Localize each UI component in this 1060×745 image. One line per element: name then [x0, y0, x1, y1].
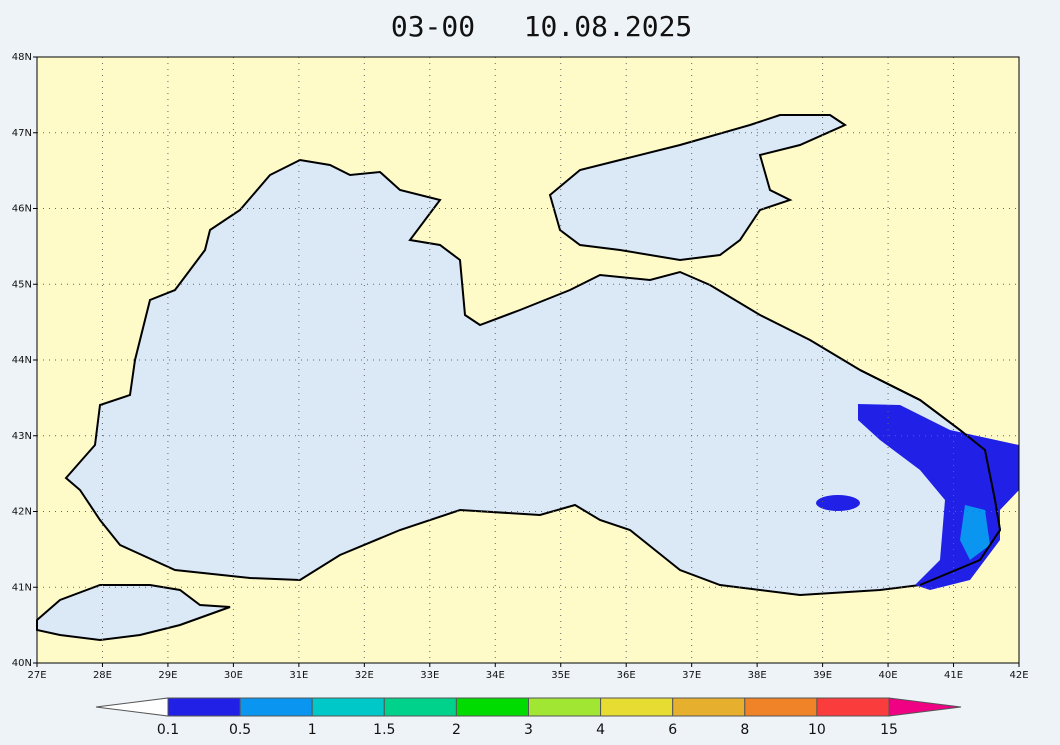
colorbar-label: 1 — [308, 722, 317, 738]
coastline — [859, 369, 1002, 586]
lat-tick-label: 40N — [12, 658, 32, 669]
colorbar-segment — [239, 697, 313, 717]
colorbar-segment — [455, 697, 529, 717]
lat-tick-label: 41N — [12, 582, 32, 593]
lat-tick-label: 45N — [12, 279, 32, 290]
colorbar-segment — [311, 697, 385, 717]
lat-tick-label: 48N — [12, 52, 32, 63]
lat-tick-label: 44N — [12, 355, 32, 366]
lon-tick-label: 34E — [486, 670, 505, 681]
colorbar-arrow — [888, 697, 962, 717]
colorbar-label: 0.5 — [229, 722, 251, 738]
colorbar-label: 15 — [880, 722, 898, 738]
lon-tick-label: 33E — [420, 670, 439, 681]
colorbar-segment — [600, 697, 674, 717]
lon-tick-label: 29E — [158, 670, 177, 681]
black-sea — [64, 158, 1002, 597]
grid — [37, 57, 1019, 663]
lon-tick-label: 37E — [682, 670, 701, 681]
lon-tick-label: 35E — [551, 670, 570, 681]
sea-of-marmara — [36, 584, 231, 642]
lon-tick-label: 28E — [93, 670, 112, 681]
lon-tick-label: 41E — [944, 670, 963, 681]
lon-tick-label: 40E — [879, 670, 898, 681]
lat-tick-label: 43N — [12, 431, 32, 442]
colorbar-segment — [383, 697, 457, 717]
colorbar-segment — [816, 697, 890, 717]
lon-tick-label: 38E — [748, 670, 767, 681]
colorbar-label: 8 — [740, 722, 749, 738]
colorbar-label: 3 — [524, 722, 533, 738]
colorbar-label: 2 — [452, 722, 461, 738]
lon-tick-label: 31E — [289, 670, 308, 681]
colorbar-segment — [744, 697, 818, 717]
colorbar-segment — [167, 697, 241, 717]
precip-area — [816, 495, 860, 511]
lon-tick-label: 39E — [813, 670, 832, 681]
colorbar-label: 10 — [808, 722, 826, 738]
title-date: 10.08.2025 — [524, 10, 693, 43]
lat-tick-label: 47N — [12, 128, 32, 139]
colorbar-label: 0.1 — [157, 722, 179, 738]
map-area — [36, 56, 1020, 664]
colorbar-label: 1.5 — [373, 722, 395, 738]
colorbar-arrow — [95, 697, 169, 717]
lon-tick-label: 42E — [1009, 670, 1028, 681]
lat-tick-label: 46N — [12, 204, 32, 215]
lon-tick-label: 27E — [27, 670, 46, 681]
colorbar-segment — [528, 697, 602, 717]
lat-tick-label: 42N — [12, 507, 32, 518]
lon-tick-label: 36E — [617, 670, 636, 681]
colorbar-label: 4 — [596, 722, 605, 738]
lon-tick-label: 32E — [355, 670, 374, 681]
colorbar-segment — [672, 697, 746, 717]
precip-area — [960, 505, 990, 560]
title-time: 03-00 — [391, 10, 475, 43]
colorbar: 0.1 0.5 1 1.5 2 3 4 6 8 10 15 — [95, 697, 962, 738]
lon-tick-label: 30E — [224, 670, 243, 681]
colorbar-label: 6 — [668, 722, 677, 738]
